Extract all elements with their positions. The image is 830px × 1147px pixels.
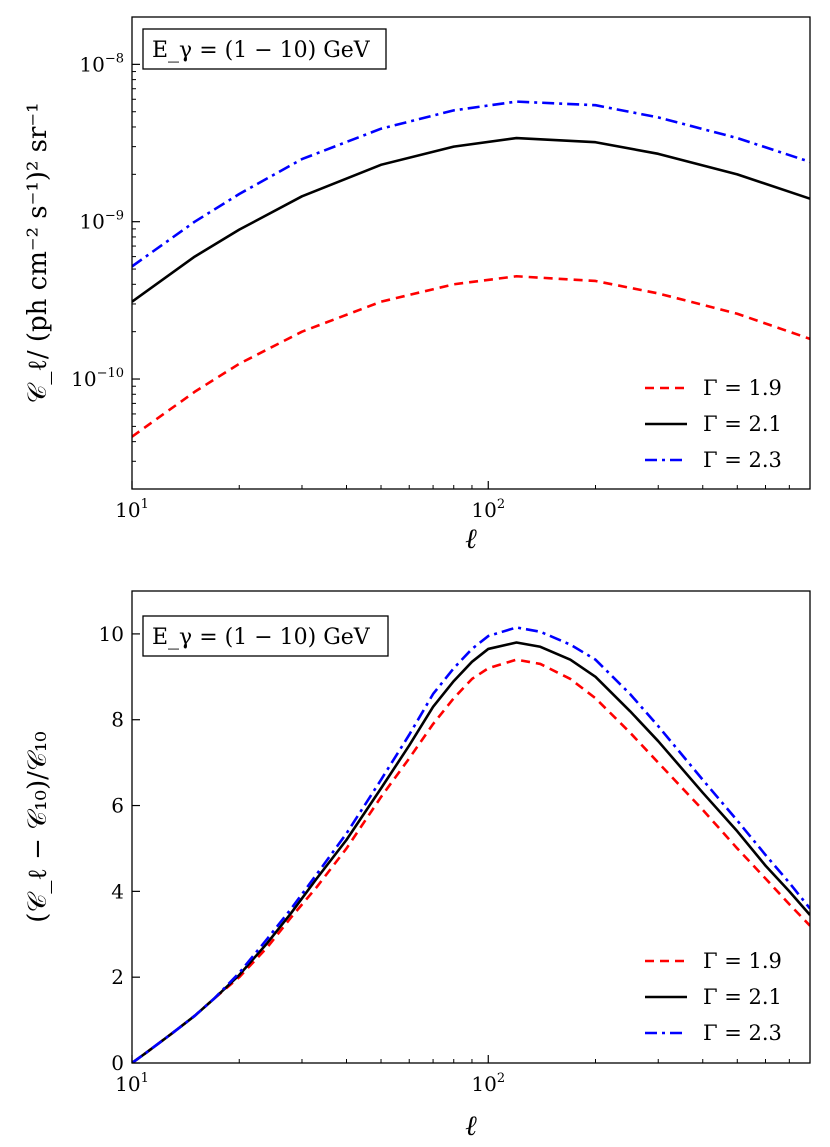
top-chart-y-tick-label-1: 10−10 (71, 366, 124, 391)
bottom-chart-y-tick-label-4: 6 (111, 794, 124, 818)
top-chart-annotation-box: E_γ = (1 − 10) GeV (142, 28, 387, 70)
bottom-chart-y-axis-title: (𝒞_ℓ − 𝒞₁₀)/𝒞₁₀ (23, 731, 53, 922)
bottom-chart-series-line-1 (132, 658, 810, 1063)
top-chart-axes-frame (131, 16, 811, 490)
top-chart-series-line-2 (132, 136, 810, 303)
bottom-chart-y-tick-label-2: 2 (111, 965, 124, 989)
top-chart-y-tick-label-3: 10−8 (79, 51, 124, 76)
top-chart-legend-label-3: Γ = 2.3 (703, 448, 782, 472)
bottom-chart-legend: Γ = 1.9 Γ = 2.1 Γ = 2.3 (645, 949, 782, 1045)
bottom-chart-y-tick-label-1: 0 (111, 1051, 124, 1075)
top-chart-legend: Γ = 1.9 Γ = 2.1 Γ = 2.3 (645, 376, 782, 472)
bottom-chart-ticks: 101 102 0 2 4 6 8 10 (99, 622, 790, 1096)
bottom-chart-legend-label-3: Γ = 2.3 (703, 1021, 782, 1045)
bottom-chart-legend-label-1: Γ = 1.9 (703, 949, 782, 973)
top-chart-legend-label-2: Γ = 2.1 (703, 412, 782, 436)
top-chart-panel: 101 102 10−10 10−9 10−8 E_γ = (1 − 10) GeV 𝒞… (23, 16, 811, 555)
top-chart-y-axis-title: 𝒞_ℓ/ (ph cm⁻² s⁻¹)² sr⁻¹ (23, 102, 53, 403)
top-chart-legend-label-1: Γ = 1.9 (703, 376, 782, 400)
bottom-chart-y-tick-label-6: 10 (99, 622, 124, 646)
bottom-chart-x-tick-label-1: 101 (115, 1071, 149, 1096)
top-chart-x-axis-title: ℓ (465, 522, 477, 555)
bottom-chart-annotation: E_γ = (1 − 10) GeV (152, 625, 371, 650)
top-chart-x-tick-label-1: 101 (115, 497, 149, 522)
bottom-chart-x-tick-label-2: 102 (471, 1071, 505, 1096)
top-chart-ticks: 101 102 10−10 10−9 10−8 (71, 51, 790, 522)
bottom-chart-x-axis-title: ℓ (465, 1109, 477, 1142)
bottom-chart-annotation-box: E_γ = (1 − 10) GeV (142, 615, 389, 657)
top-chart-x-tick-label-2: 102 (471, 497, 505, 522)
bottom-chart-series-line-2 (132, 641, 810, 1063)
bottom-chart-axes-frame (131, 590, 811, 1064)
bottom-chart-legend-label-2: Γ = 2.1 (703, 985, 782, 1009)
top-chart-y-tick-label-2: 10−9 (79, 209, 124, 234)
bottom-chart-y-tick-label-3: 4 (111, 879, 124, 903)
top-chart-series-line-3 (132, 100, 810, 268)
top-chart-series-group (132, 100, 810, 438)
top-chart-annotation: E_γ = (1 − 10) GeV (152, 38, 371, 63)
bottom-chart-series-group (132, 626, 810, 1063)
top-chart-series-line-1 (132, 274, 810, 438)
bottom-chart-panel: 101 102 0 2 4 6 8 10 E_γ = (1 − 10) GeV (𝒞_ℓ − … (23, 590, 811, 1142)
bottom-chart-y-tick-label-5: 8 (111, 708, 124, 732)
